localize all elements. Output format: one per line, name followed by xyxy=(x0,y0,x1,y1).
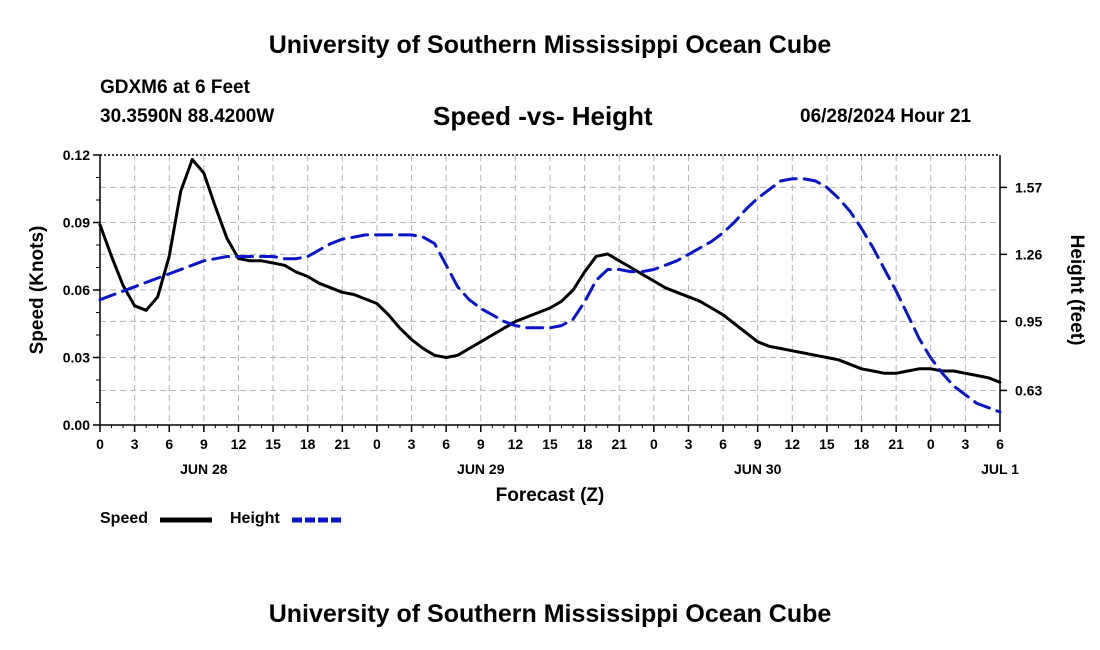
x-tick-label: 18 xyxy=(300,436,316,452)
x-tick-label: 0 xyxy=(927,436,935,452)
y-tick-label: 0.00 xyxy=(63,417,90,433)
forecast-datetime: 06/28/2024 Hour 21 xyxy=(800,106,972,127)
chart-subtitle: Speed -vs- Height xyxy=(433,101,653,131)
y2-tick-label: 1.26 xyxy=(1015,246,1042,262)
x-date-label: JUN 30 xyxy=(734,461,782,477)
y-tick-label: 0.12 xyxy=(63,147,90,163)
x-date-label: JUN 29 xyxy=(457,461,505,477)
x-tick-label: 21 xyxy=(335,436,351,452)
x-tick-label: 18 xyxy=(577,436,593,452)
x-tick-label: 15 xyxy=(542,436,558,452)
x-tick-label: 18 xyxy=(854,436,870,452)
x-tick-label: 9 xyxy=(477,436,485,452)
x-date-label: JUL 1 xyxy=(981,461,1019,477)
series-line-height xyxy=(98,177,1002,414)
x-tick-label: 12 xyxy=(508,436,524,452)
y-axis-title: Speed (Knots) xyxy=(27,226,48,355)
x-tick-label: 0 xyxy=(373,436,381,452)
footer-title: University of Southern Mississippi Ocean… xyxy=(268,600,832,628)
x-tick-label: 3 xyxy=(408,436,416,452)
x-tick-label: 9 xyxy=(754,436,762,452)
legend-height-label: Height xyxy=(230,510,280,527)
x-tick-label: 6 xyxy=(996,436,1004,452)
x-tick-label: 9 xyxy=(200,436,208,452)
x-tick-label: 21 xyxy=(611,436,627,452)
y-tick-label: 0.09 xyxy=(63,215,90,231)
legend-speed-label: Speed xyxy=(100,510,149,527)
station-label: GDXM6 at 6 Feet xyxy=(100,77,250,98)
x-tick-label: 21 xyxy=(888,436,904,452)
coordinates-label: 30.3590N 88.4200W xyxy=(100,106,275,127)
x-tick-label: 3 xyxy=(685,436,693,452)
x-tick-label: 15 xyxy=(265,436,281,452)
x-tick-label: 12 xyxy=(231,436,247,452)
y2-tick-label: 0.63 xyxy=(1015,382,1042,398)
x-date-label: JUN 28 xyxy=(180,461,228,477)
x-tick-label: 12 xyxy=(785,436,801,452)
x-tick-label: 3 xyxy=(131,436,139,452)
x-tick-label: 6 xyxy=(442,436,450,452)
x-tick-label: 6 xyxy=(719,436,727,452)
x-tick-label: 15 xyxy=(819,436,835,452)
y2-tick-label: 0.95 xyxy=(1015,313,1042,329)
y2-tick-label: 1.57 xyxy=(1015,179,1042,195)
x-tick-label: 0 xyxy=(96,436,104,452)
series-line-speed xyxy=(98,158,1002,384)
y-tick-label: 0.06 xyxy=(63,282,90,298)
x-tick-label: 0 xyxy=(650,436,658,452)
chart-title: University of Southern Mississippi Ocean… xyxy=(268,31,832,59)
y-tick-label: 0.03 xyxy=(63,350,90,366)
y2-axis-title: Height (feet) xyxy=(1066,235,1087,346)
x-tick-label: 3 xyxy=(961,436,969,452)
x-tick-label: 6 xyxy=(165,436,173,452)
x-axis-title: Forecast (Z) xyxy=(496,485,605,506)
